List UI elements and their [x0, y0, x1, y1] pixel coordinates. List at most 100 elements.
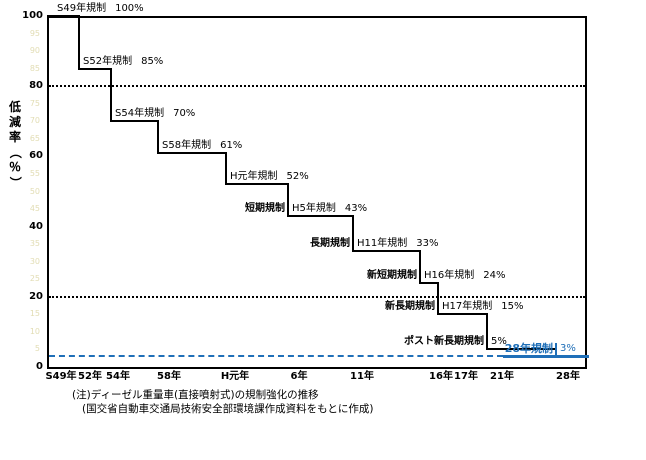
reg-year-label: H17年規制 — [442, 301, 493, 313]
reduction-percent-label: 24% — [483, 269, 506, 281]
y-minor-tick-25: 25 — [29, 274, 40, 284]
y-axis-title: 低減率（％） — [6, 100, 24, 190]
step-segment-61 — [157, 151, 227, 154]
y-minor-tick-95: 95 — [29, 28, 40, 38]
y-minor-tick-5: 5 — [34, 344, 40, 354]
step-drop-85 — [78, 16, 80, 69]
y-minor-tick-10: 10 — [29, 326, 40, 336]
x-tick-17年: 17年 — [454, 371, 478, 382]
y-minor-tick-70: 70 — [29, 116, 40, 126]
step-drop-24 — [419, 251, 421, 283]
y-minor-tick-65: 65 — [29, 133, 40, 143]
step-label-33: H11年規制 33% — [357, 237, 438, 250]
step-label-85: S52年規制 85% — [83, 55, 163, 68]
y-tick-20: 20 — [29, 290, 43, 302]
y-minor-tick-75: 75 — [29, 98, 40, 108]
x-tick-52年: 52年 — [78, 371, 102, 382]
step-drop-43 — [287, 184, 289, 217]
step-label-5: 5% — [491, 335, 507, 348]
step-drop-61 — [157, 121, 159, 153]
reduction-percent-label: 85% — [141, 55, 164, 67]
step-segment-3 — [555, 355, 589, 359]
step-label-15: H17年規制 15% — [442, 300, 523, 313]
y-minor-tick-85: 85 — [29, 63, 40, 73]
y-minor-tick-90: 90 — [29, 46, 40, 56]
reduction-percent-label: 100% — [115, 3, 144, 14]
reg-year-label: S49年規制 — [57, 3, 107, 14]
era-label-43: 短期規制 — [245, 203, 285, 215]
x-tick-28年: 28年 — [556, 371, 580, 382]
reduction-percent-label: 43% — [344, 203, 368, 215]
y-axis-title-char: 低 — [8, 100, 21, 114]
step-segment-43 — [287, 215, 354, 218]
x-tick-21年: 21年 — [490, 371, 514, 382]
y-tick-0: 0 — [36, 361, 43, 372]
chart-note-line2: (国交省自動車交通局技術安全部環境課作成資料をもとに作成) — [82, 403, 374, 415]
reduction-percent-label: 33% — [416, 238, 439, 250]
era-label-33: 長期規制 — [310, 238, 350, 250]
step-segment-33 — [352, 250, 421, 253]
y-minor-tick-45: 45 — [29, 204, 40, 214]
reference-line-dashed — [49, 355, 503, 358]
reg-year-label: S52年規制 — [83, 55, 133, 67]
y-axis-title-char: ％ — [8, 160, 21, 174]
reduction-percent-label: 61% — [220, 139, 243, 151]
step-drop-52 — [225, 152, 227, 185]
step-label-24: H16年規制 24% — [424, 269, 505, 282]
step-segment-5 — [486, 348, 557, 351]
step-segment-24 — [419, 281, 439, 284]
plot-area — [47, 16, 587, 369]
reference-line-solid — [503, 355, 586, 359]
reduction-percent-label: 15% — [501, 301, 524, 313]
step-segment-70 — [110, 120, 159, 123]
era-label-5: ポスト新長期規制 — [404, 336, 484, 348]
dotted-gridline-20 — [49, 295, 585, 298]
reg-year-label: S54年規制 — [115, 108, 165, 120]
y-tick-60: 60 — [29, 150, 43, 162]
reg-year-label: S58年規制 — [162, 139, 212, 151]
reg-year-label: H11年規制 — [357, 238, 408, 250]
step-label-3: 3% — [560, 342, 576, 355]
reduction-percent-label: 52% — [286, 171, 309, 183]
y-tick-40: 40 — [29, 220, 43, 232]
y-minor-tick-55: 55 — [29, 168, 40, 178]
x-tick-S49年: S49年 — [45, 371, 77, 382]
era-label-3: 28年規制 — [504, 342, 553, 356]
x-tick-H元年: H元年 — [220, 371, 250, 382]
step-label-43: H5年規制 43% — [292, 202, 367, 215]
x-tick-6年: 6年 — [290, 371, 308, 382]
x-tick-54年: 54年 — [106, 371, 130, 382]
reduction-percent-label: 70% — [173, 108, 196, 120]
step-drop-15 — [437, 282, 439, 315]
dotted-gridline-80 — [49, 85, 585, 88]
step-label-100: S49年規制 100% — [57, 2, 144, 15]
y-tick-80: 80 — [29, 80, 43, 92]
step-segment-85 — [78, 67, 112, 70]
step-segment-100 — [47, 15, 80, 17]
y-tick-100: 100 — [22, 10, 43, 21]
reg-year-label: H元年規制 — [230, 171, 278, 183]
x-tick-11年: 11年 — [350, 371, 374, 382]
step-label-52: H元年規制 52% — [230, 170, 309, 183]
reduction-percent-label: 5% — [491, 336, 507, 348]
x-tick-58年: 58年 — [157, 371, 181, 382]
step-label-61: S58年規制 61% — [162, 139, 242, 152]
era-label-24: 新短期規制 — [367, 269, 417, 281]
x-tick-16年: 16年 — [429, 371, 453, 382]
chart-note-line1: (注)ディーゼル重量車(直接噴射式)の規制強化の推移 — [72, 389, 319, 401]
era-label-15: 新長期規制 — [385, 301, 435, 313]
reg-year-label: H16年規制 — [424, 269, 475, 281]
step-drop-70 — [110, 68, 112, 122]
step-label-70: S54年規制 70% — [115, 107, 195, 120]
step-drop-5 — [486, 314, 488, 350]
step-segment-15 — [437, 313, 488, 316]
y-axis-title-char: 率 — [8, 130, 21, 144]
reduction-percent-label: 3% — [560, 343, 576, 355]
step-segment-52 — [225, 183, 289, 186]
y-minor-tick-35: 35 — [29, 239, 40, 249]
y-minor-tick-30: 30 — [29, 256, 40, 266]
y-axis-title-char: 減 — [8, 115, 21, 129]
reg-year-label: H5年規制 — [292, 203, 336, 215]
step-drop-3 — [555, 343, 557, 357]
